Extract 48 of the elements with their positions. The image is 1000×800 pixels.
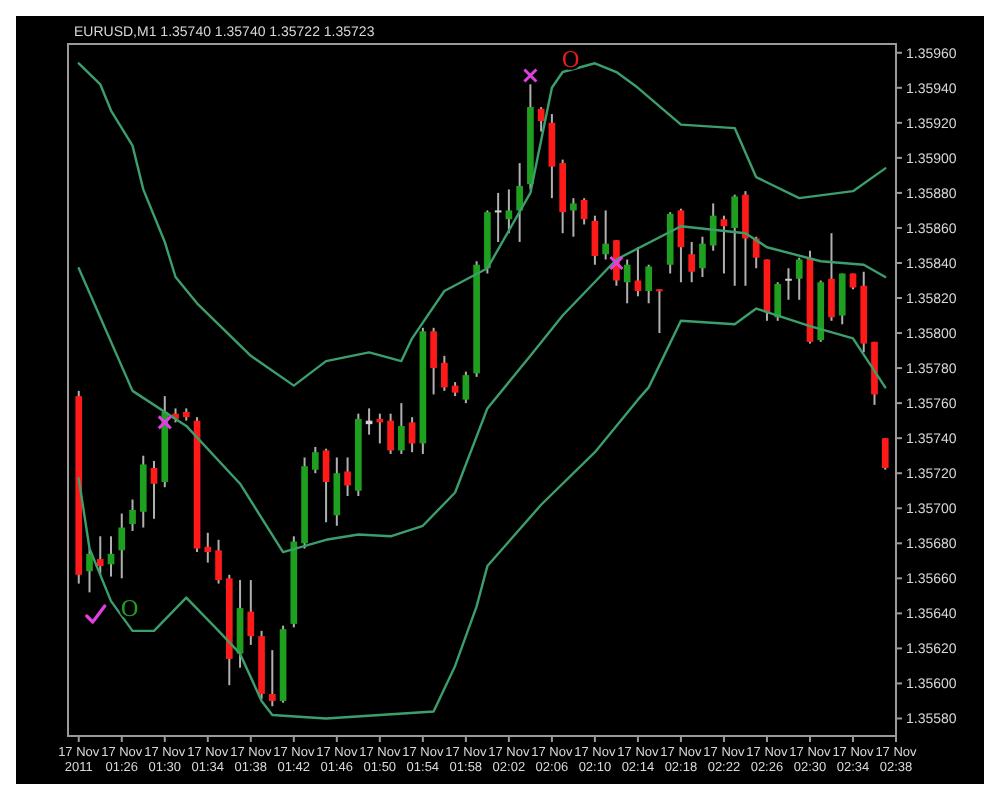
candlestick bbox=[881, 437, 889, 471]
candlestick bbox=[311, 445, 319, 475]
candlestick bbox=[516, 162, 523, 243]
candlestick bbox=[118, 512, 126, 580]
candlestick bbox=[645, 263, 653, 305]
candlestick bbox=[709, 202, 717, 252]
candlestick bbox=[688, 240, 696, 284]
candlestick bbox=[602, 209, 609, 261]
candlestick bbox=[752, 235, 760, 270]
candlestick bbox=[462, 370, 470, 405]
candlestick bbox=[838, 272, 846, 326]
candlestick bbox=[623, 258, 631, 305]
candlestick bbox=[139, 454, 147, 529]
candlestick bbox=[322, 447, 330, 524]
candlestick bbox=[548, 113, 556, 200]
candlestick bbox=[591, 214, 599, 266]
candlestick bbox=[742, 190, 749, 287]
candlestick bbox=[731, 193, 739, 287]
line-series bbox=[77, 307, 887, 720]
candlestick bbox=[344, 456, 351, 497]
candlestick bbox=[430, 326, 437, 396]
candlestick bbox=[86, 547, 93, 594]
candlestick bbox=[408, 416, 416, 454]
candlestick bbox=[129, 498, 136, 533]
candlestick bbox=[785, 267, 792, 301]
annotation: O bbox=[121, 593, 140, 622]
candlestick bbox=[398, 402, 405, 455]
point bbox=[157, 414, 173, 430]
candlestick bbox=[441, 354, 448, 392]
annotation: O bbox=[561, 45, 580, 74]
candlestick bbox=[795, 256, 803, 301]
candlestick bbox=[656, 288, 663, 335]
candlestick bbox=[387, 412, 394, 455]
candlestick bbox=[505, 188, 513, 235]
candlestick bbox=[247, 579, 255, 646]
candlestick bbox=[494, 191, 502, 243]
candlestick bbox=[828, 232, 835, 322]
candlestick bbox=[774, 281, 782, 322]
candlestick bbox=[333, 456, 341, 527]
point bbox=[522, 68, 538, 84]
candlestick bbox=[570, 197, 577, 238]
candlestick bbox=[204, 531, 212, 564]
candlestick bbox=[150, 459, 158, 520]
candlestick bbox=[699, 235, 706, 278]
candlestick bbox=[215, 538, 222, 585]
point bbox=[608, 255, 624, 271]
candlestick bbox=[268, 649, 276, 708]
candlestick bbox=[96, 535, 104, 576]
